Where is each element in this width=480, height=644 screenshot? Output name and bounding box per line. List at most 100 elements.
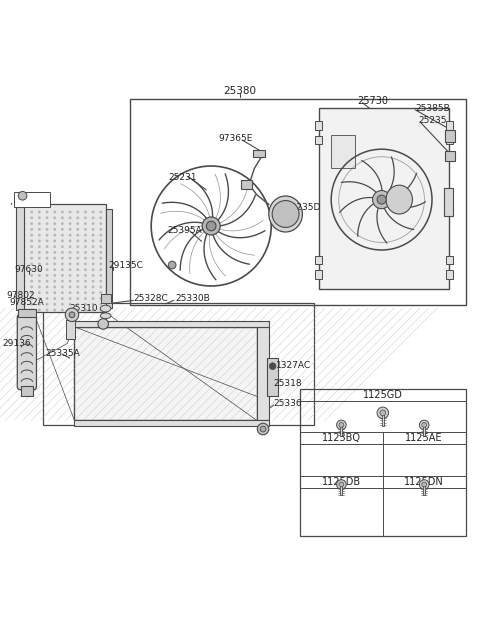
Circle shape [92,216,95,219]
Circle shape [46,245,48,248]
Circle shape [99,222,102,225]
Circle shape [420,420,429,430]
Circle shape [38,251,41,254]
Text: 25395A: 25395A [167,226,202,235]
Circle shape [61,297,64,300]
Circle shape [61,234,64,236]
Circle shape [38,297,41,300]
Circle shape [92,245,95,248]
Text: 1125GD: 1125GD [363,390,403,400]
Circle shape [30,245,33,248]
Text: 29135C: 29135C [108,261,143,270]
Circle shape [61,251,64,254]
Circle shape [76,274,79,277]
Text: 97802: 97802 [6,290,35,299]
Circle shape [76,222,79,225]
Bar [66,319,75,339]
Ellipse shape [269,196,302,232]
Circle shape [23,245,25,248]
Circle shape [46,234,48,236]
Circle shape [377,407,389,419]
Circle shape [30,257,33,260]
Circle shape [23,285,25,289]
Circle shape [69,297,72,300]
Circle shape [38,240,41,242]
Circle shape [23,251,25,254]
Circle shape [23,269,25,271]
Circle shape [372,191,391,209]
Text: 1125DB: 1125DB [322,477,361,487]
Circle shape [76,211,79,214]
Bar [74,327,257,421]
Circle shape [92,211,95,214]
Circle shape [46,285,48,289]
Circle shape [23,211,25,214]
Circle shape [38,234,41,236]
Circle shape [272,200,299,227]
Circle shape [46,279,48,283]
Circle shape [76,240,79,242]
Circle shape [23,228,25,231]
Circle shape [92,251,95,254]
Text: 1125DN: 1125DN [404,477,444,487]
Bar [43,303,314,425]
Circle shape [53,234,56,236]
Circle shape [76,269,79,271]
Circle shape [23,222,25,225]
Text: 25328C: 25328C [133,294,168,303]
Circle shape [99,308,102,312]
Bar [16,207,24,310]
Circle shape [76,245,79,248]
Circle shape [69,303,72,306]
Bar [14,193,50,207]
Circle shape [53,297,56,300]
Circle shape [53,211,56,214]
Circle shape [76,303,79,306]
Circle shape [92,279,95,283]
Circle shape [336,420,346,430]
Circle shape [92,240,95,242]
Circle shape [38,274,41,277]
Circle shape [30,240,33,242]
Circle shape [38,291,41,294]
Circle shape [202,217,220,235]
Circle shape [53,228,56,231]
Circle shape [92,297,95,300]
Circle shape [99,245,102,248]
Bar [267,358,278,397]
Bar [382,413,384,426]
Circle shape [30,308,33,312]
Circle shape [30,297,33,300]
Circle shape [38,269,41,271]
Circle shape [30,269,33,271]
Circle shape [99,251,102,254]
Circle shape [92,303,95,306]
Circle shape [84,245,87,248]
Circle shape [84,263,87,265]
Circle shape [84,211,87,214]
Circle shape [30,234,33,236]
Circle shape [53,274,56,277]
Circle shape [168,261,176,269]
Circle shape [23,303,25,306]
Circle shape [84,251,87,254]
Text: 25310: 25310 [70,304,98,313]
Circle shape [84,240,87,242]
Circle shape [61,240,64,242]
Circle shape [92,269,95,271]
Circle shape [46,216,48,219]
Circle shape [38,228,41,231]
Text: 25231: 25231 [168,173,196,182]
Circle shape [206,221,216,231]
Circle shape [53,263,56,265]
Circle shape [46,222,48,225]
Circle shape [30,251,33,254]
Circle shape [38,285,41,289]
Bar [423,425,425,435]
Circle shape [69,285,72,289]
Circle shape [30,274,33,277]
Circle shape [46,211,48,214]
Circle shape [76,291,79,294]
Circle shape [69,263,72,265]
Polygon shape [319,108,449,289]
